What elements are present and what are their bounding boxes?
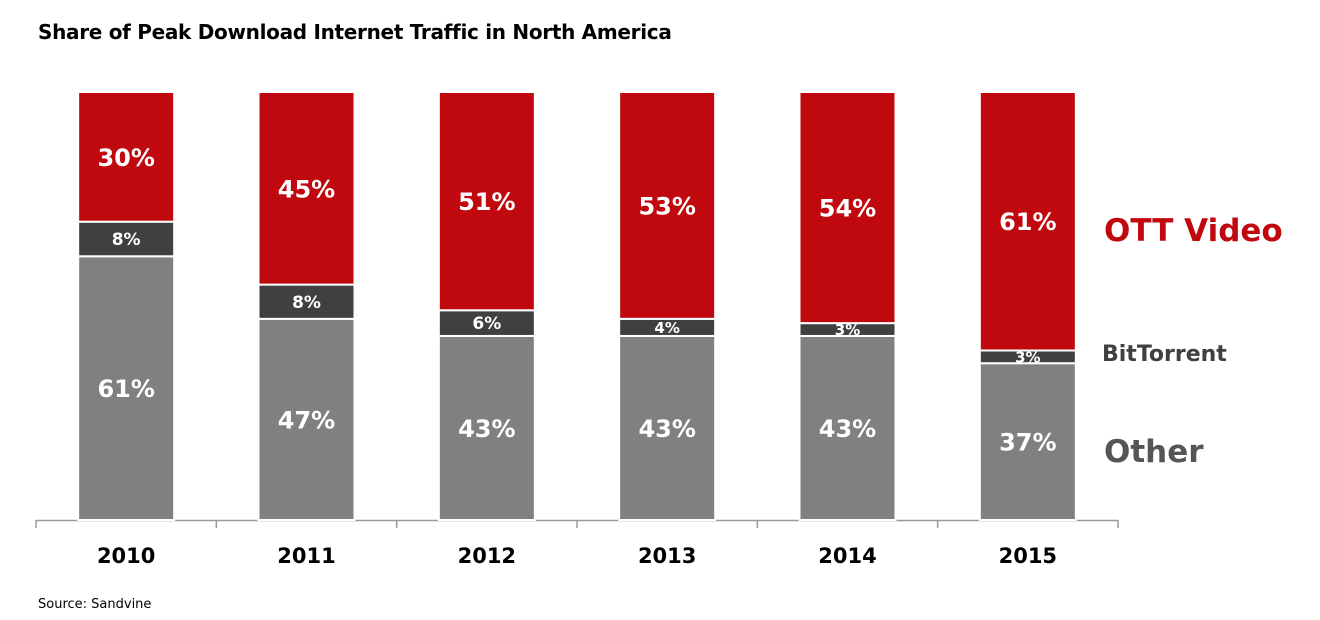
- bar-ott-video-2013: [618, 91, 717, 320]
- source-note: Source: Sandvine: [38, 597, 152, 612]
- x-tick-label-2013: 2013: [638, 544, 696, 568]
- chart-title: Share of Peak Download Internet Traffic …: [38, 20, 672, 44]
- data-label-bittorrent-2012: 6%: [472, 314, 501, 334]
- bar-ott-video-2012: [437, 91, 536, 312]
- data-label-other-2015: 37%: [999, 429, 1056, 457]
- data-label-ott-video-2013: 53%: [638, 192, 695, 220]
- data-label-bittorrent-2010: 8%: [112, 230, 141, 250]
- data-label-bittorrent-2014: 3%: [835, 321, 860, 339]
- data-label-ott-video-2010: 30%: [97, 144, 154, 172]
- bar-other-2011: [257, 317, 356, 521]
- bar-other-2013: [618, 334, 717, 521]
- x-tick-label-2010: 2010: [97, 544, 155, 568]
- bar-bittorrent-2010: [77, 220, 176, 258]
- data-label-ott-video-2011: 45%: [278, 175, 335, 203]
- x-tick-label-2012: 2012: [458, 544, 516, 568]
- legend-other: Other: [1104, 434, 1204, 470]
- data-label-bittorrent-2013: 4%: [654, 319, 679, 337]
- data-label-bittorrent-2015: 3%: [1015, 348, 1040, 366]
- x-tick-label-2011: 2011: [277, 544, 335, 568]
- bar-other-2015: [978, 362, 1077, 521]
- data-label-ott-video-2015: 61%: [999, 208, 1056, 236]
- legend-bittorrent: BitTorrent: [1102, 342, 1227, 367]
- data-label-other-2013: 43%: [638, 415, 695, 443]
- legend-ott-video: OTT Video: [1104, 213, 1283, 249]
- data-label-ott-video-2014: 54%: [819, 195, 876, 223]
- data-label-other-2012: 43%: [458, 415, 515, 443]
- data-label-ott-video-2012: 51%: [458, 188, 515, 216]
- data-label-other-2014: 43%: [819, 415, 876, 443]
- data-label-other-2010: 61%: [97, 375, 154, 403]
- x-tick-label-2015: 2015: [999, 544, 1057, 568]
- bar-other-2014: [798, 334, 897, 521]
- data-label-other-2011: 47%: [278, 406, 335, 434]
- x-tick-label-2014: 2014: [818, 544, 876, 568]
- data-label-bittorrent-2011: 8%: [292, 293, 321, 313]
- bar-other-2010: [77, 255, 176, 521]
- bar-ott-video-2011: [257, 91, 356, 286]
- bar-ott-video-2014: [798, 91, 897, 325]
- bar-bittorrent-2011: [257, 283, 356, 320]
- bar-ott-video-2015: [978, 91, 1077, 352]
- bar-ott-video-2010: [77, 91, 176, 223]
